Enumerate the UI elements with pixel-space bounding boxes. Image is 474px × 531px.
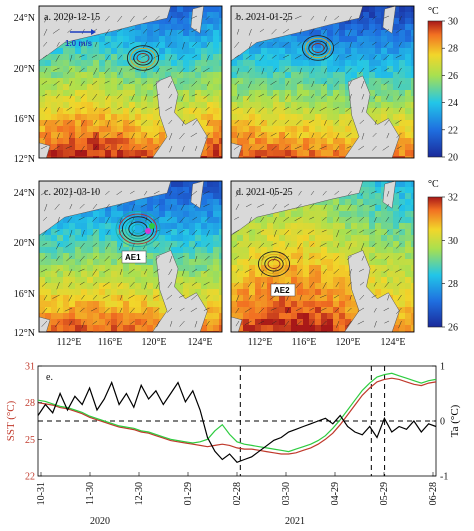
xtick-label: 12-30 <box>134 482 145 505</box>
lon-tick: 124°E <box>380 337 405 348</box>
ylabel-left: SST (°C) <box>5 400 17 441</box>
panel-d-label: d. 2021-05-25 <box>236 187 293 198</box>
scale-arrow-label: 1.0 m/s <box>65 39 93 48</box>
lon-tick: 120°E <box>335 337 360 348</box>
ytick-right-label: -1 <box>440 472 448 483</box>
colorbar-bottom: °C 32 30 28 26 <box>427 179 458 334</box>
panel-b-label: b. 2021-01-25 <box>236 12 293 23</box>
scale-arrow: 1.0 m/s <box>65 29 96 48</box>
ytick-right-label: 0 <box>440 417 445 428</box>
svg-text:AE2: AE2 <box>274 286 290 295</box>
lon-tick: 120°E <box>141 337 166 348</box>
colorbar-top: °C 30 28 26 24 22 20 <box>427 6 458 164</box>
lon-tick: 112°E <box>57 337 82 348</box>
xtick-label: 10-31 <box>36 482 47 505</box>
colorbar-tick-label: 22 <box>448 125 458 136</box>
colorbar-tick-label: 28 <box>448 44 458 55</box>
series-line-2 <box>37 380 437 464</box>
lon-tick: 124°E <box>187 337 212 348</box>
ytick-left-label: 31 <box>25 362 35 373</box>
eddy-label-ae1: AE1 <box>121 250 147 264</box>
xtick-label: 06-28 <box>428 482 439 505</box>
ytick-right-label: 1 <box>440 362 445 373</box>
colorbar-tick-label: 32 <box>448 193 458 204</box>
svg-text:AE1: AE1 <box>125 253 141 262</box>
colorbar-tick-label: 26 <box>448 323 458 334</box>
lon-tick: 116°E <box>98 337 123 348</box>
lat-ticks-top: 24°N 20°N 16°N 12°N <box>14 13 35 165</box>
ytick-left-label: 22 <box>25 472 35 483</box>
colorbar-tick-label: 24 <box>448 98 458 109</box>
colorbar-tick-label: 28 <box>448 279 458 290</box>
colorbar-tick-label: 30 <box>448 236 458 247</box>
lat-tick: 24°N <box>14 13 35 24</box>
lat-tick: 12°N <box>14 328 35 339</box>
lon-ticks-left: 112°E 116°E 120°E 124°E <box>57 337 213 348</box>
ylabel-right: Ta (°C) <box>449 404 461 437</box>
lat-tick: 12°N <box>14 154 35 165</box>
lon-tick: 112°E <box>248 337 273 348</box>
svg-text:°C: °C <box>428 179 439 190</box>
lat-tick: 16°N <box>14 289 35 300</box>
xtick-label: 05-29 <box>379 482 390 505</box>
lat-tick: 20°N <box>14 238 35 249</box>
year-label-2021: 2021 <box>285 516 305 527</box>
map-panel-a <box>38 5 223 159</box>
eddy-label-ae2: AE2 <box>270 283 296 297</box>
series-line-0 <box>37 377 437 455</box>
colorbar-tick-label: 26 <box>448 71 458 82</box>
timeseries-panel: e. 31 28 25 22 1 0 -1 10-31 11-30 12-30 01-29 02-28… <box>5 362 461 528</box>
lat-tick: 24°N <box>14 188 35 199</box>
lon-ticks-right: 112°E 116°E 120°E 124°E <box>248 337 406 348</box>
lat-tick: 20°N <box>14 64 35 75</box>
map-panel-d <box>230 180 415 333</box>
lat-ticks-bottom: 24°N 20°N 16°N 12°N <box>14 188 35 339</box>
map-panel-b <box>230 5 415 159</box>
map-panel-c <box>38 180 223 333</box>
svg-text:°C: °C <box>428 6 439 17</box>
year-label-2020: 2020 <box>90 516 110 527</box>
xtick-label: 01-29 <box>183 482 194 505</box>
xtick-label: 11-30 <box>85 482 96 505</box>
panel-e-label: e. <box>46 372 53 383</box>
panel-c-label: c. 2021-03-10 <box>44 187 100 198</box>
panel-a-label: a. 2020-12-15 <box>44 12 100 23</box>
lon-tick: 116°E <box>292 337 317 348</box>
lat-tick: 16°N <box>14 114 35 125</box>
ytick-left-label: 25 <box>25 435 35 446</box>
colorbar-tick-label: 20 <box>448 153 458 164</box>
xtick-label: 04-29 <box>330 482 341 505</box>
xtick-label: 03-30 <box>281 482 292 505</box>
colorbar-tick-label: 30 <box>448 17 458 28</box>
series-line-1 <box>37 372 437 453</box>
ytick-left-label: 28 <box>25 398 35 409</box>
xtick-label: 02-28 <box>232 482 243 505</box>
